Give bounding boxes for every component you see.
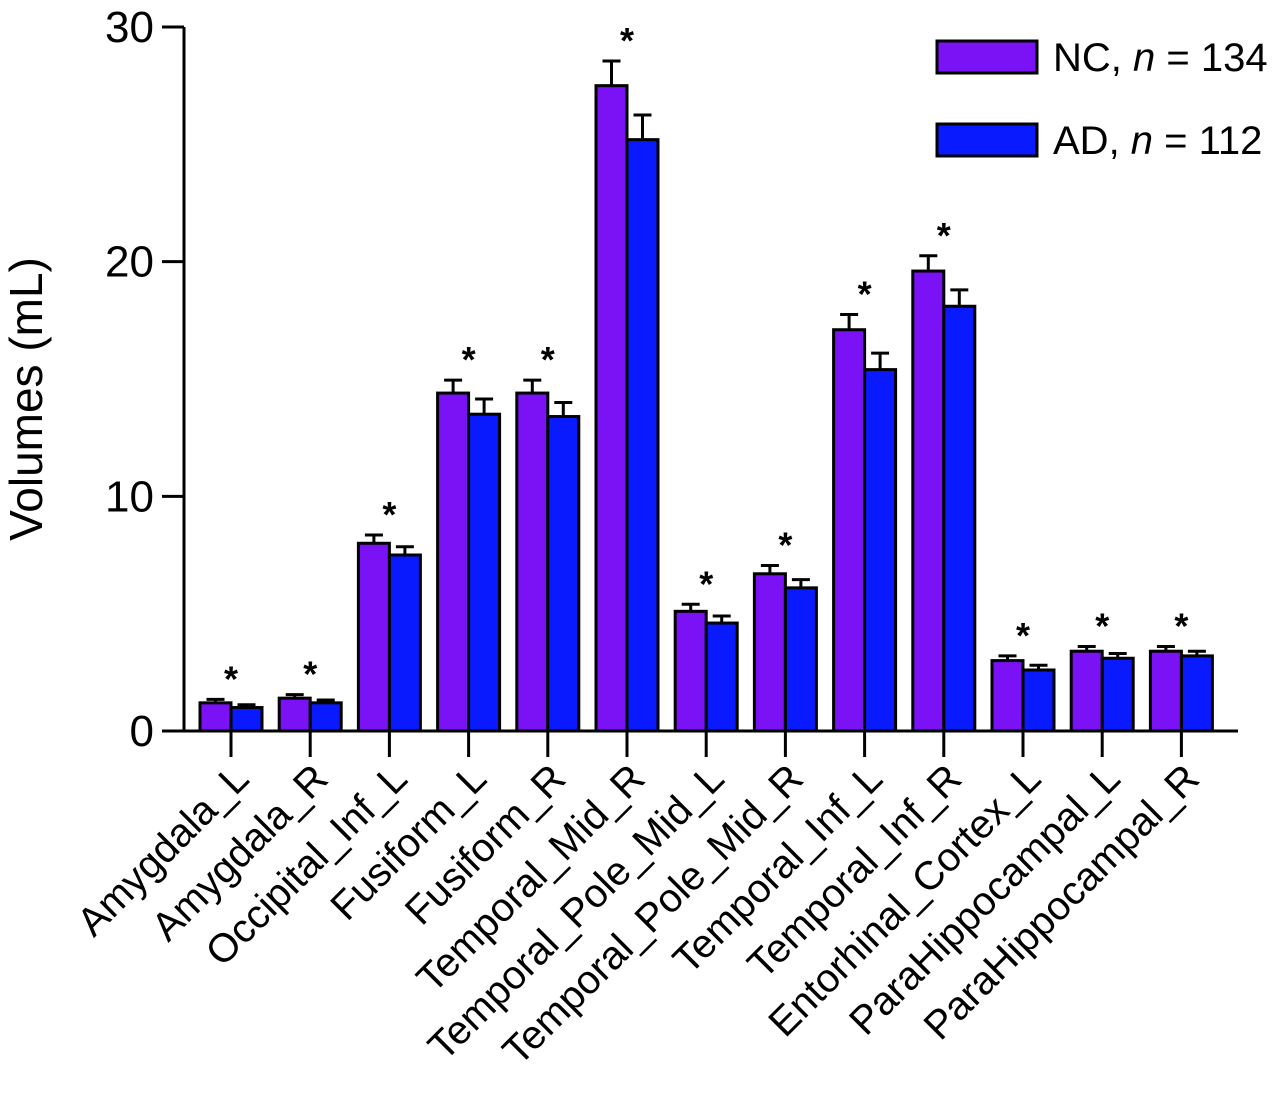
bar-ad [863, 368, 898, 733]
bar-nc [752, 572, 787, 733]
bar-nc [277, 696, 312, 733]
significance-star: * [1174, 606, 1188, 647]
y-tick-label: 0 [130, 707, 154, 756]
significance-star: * [620, 20, 634, 61]
significance-star: * [224, 658, 238, 699]
significance-star: * [699, 563, 713, 604]
bar-ad [467, 412, 502, 733]
bar-ad [1179, 654, 1214, 733]
bar-nc [911, 269, 946, 733]
bar-nc [1148, 649, 1183, 733]
significance-star: * [858, 273, 872, 314]
bar-ad [546, 415, 581, 733]
bar-ad [308, 701, 343, 733]
bar-nc [832, 328, 867, 733]
bar-ad [229, 706, 264, 733]
significance-star: * [462, 339, 476, 380]
bar-ad [1021, 668, 1056, 733]
bar-nc [990, 659, 1025, 733]
significance-star: * [303, 654, 317, 695]
x-tick-labels: Amygdala_LAmygdala_ROccipital_Inf_LFusif… [69, 756, 1208, 1073]
significance-star: * [1095, 606, 1109, 647]
bars-layer [198, 84, 1214, 733]
error-bars-layer [206, 59, 1206, 708]
significance-star: * [937, 215, 951, 256]
legend-swatch [935, 39, 1039, 75]
bar-nc [673, 609, 708, 733]
bar-nc [594, 84, 629, 733]
y-tick-label: 20 [105, 238, 154, 287]
bar-nc [515, 391, 550, 733]
bar-nc [436, 391, 471, 733]
bar-ad [625, 138, 660, 733]
bar-ad [704, 621, 739, 733]
legend-label: NC, n = 134 [1053, 36, 1268, 80]
bar-nc [356, 541, 391, 733]
bar-ad [783, 586, 818, 733]
legend: NC, n = 134 AD, n = 112 [935, 36, 1268, 163]
significance-star: * [382, 494, 396, 535]
bar-nc [198, 701, 233, 733]
axes: 0 10 20 30 Volumes (mL) [0, 3, 1238, 757]
y-axis-title: Volumes (mL) [0, 257, 52, 541]
bar-ad [942, 304, 977, 733]
y-tick-label: 10 [105, 472, 154, 521]
significance-layer: * * * * * * * * * * * * * [224, 20, 1188, 699]
significance-star: * [1016, 615, 1030, 656]
bar-ad [1100, 656, 1135, 733]
bar-nc [1069, 649, 1104, 733]
bar-ad [387, 553, 422, 733]
significance-star: * [541, 339, 555, 380]
y-tick-label: 30 [105, 3, 154, 52]
significance-star: * [778, 525, 792, 566]
legend-swatch [935, 122, 1039, 158]
legend-label: AD, n = 112 [1053, 119, 1262, 163]
